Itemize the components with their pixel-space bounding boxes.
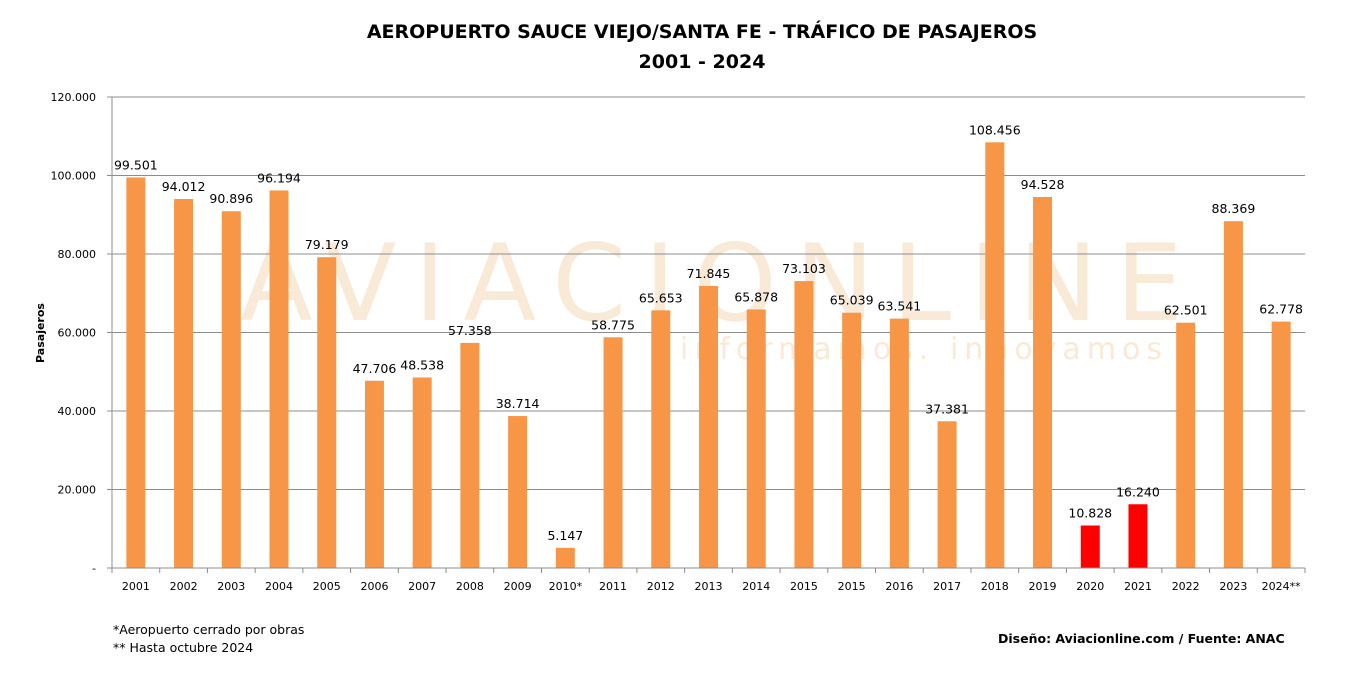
bar <box>460 342 480 568</box>
value-label: 65.878 <box>734 289 778 304</box>
bar <box>1080 525 1100 568</box>
bar <box>221 211 241 568</box>
x-tick-label: 2019 <box>1029 580 1057 593</box>
footnote-closed: *Aeropuerto cerrado por obras <box>113 622 305 637</box>
bar <box>174 199 194 568</box>
value-label: 71.845 <box>687 266 731 281</box>
value-label: 38.714 <box>496 396 540 411</box>
y-tick-label: 100.000 <box>51 170 97 183</box>
x-tick-label: 2024** <box>1262 580 1301 593</box>
y-axis-label: Pasajeros <box>34 303 47 363</box>
x-tick-label: 2015 <box>838 580 866 593</box>
bars <box>126 142 1291 569</box>
value-label: 99.501 <box>114 157 158 172</box>
value-label: 108.456 <box>969 122 1021 137</box>
value-label: 90.896 <box>209 191 253 206</box>
bar <box>603 337 623 568</box>
x-tick-label: 2013 <box>695 580 723 593</box>
value-label: 58.775 <box>591 317 635 332</box>
x-tick-label: 2016 <box>885 580 913 593</box>
bar <box>1033 196 1053 568</box>
value-label: 65.039 <box>830 293 874 308</box>
x-tick-label: 2009 <box>504 580 532 593</box>
bar <box>1176 322 1196 568</box>
x-tick-label: 2021 <box>1124 580 1152 593</box>
value-label: 37.381 <box>925 401 969 416</box>
value-label: 94.528 <box>1021 177 1065 192</box>
x-tick-label: 2011 <box>599 580 627 593</box>
x-tick-label: 2002 <box>170 580 198 593</box>
value-label: 16.240 <box>1116 484 1160 499</box>
value-label: 47.706 <box>353 361 397 376</box>
y-tick-label: 60.000 <box>58 327 97 340</box>
bar <box>889 318 909 568</box>
bar <box>794 281 814 568</box>
value-label: 48.538 <box>400 357 444 372</box>
bar <box>1223 221 1243 568</box>
bar <box>1128 504 1148 568</box>
x-tick-label: 2022 <box>1172 580 1200 593</box>
value-label: 62.501 <box>1164 303 1208 318</box>
x-tick-label: 2020 <box>1076 580 1104 593</box>
x-tick-label: 2023 <box>1219 580 1247 593</box>
chart-title: AEROPUERTO SAUCE VIEJO/SANTA FE - TRÁFIC… <box>366 21 1038 43</box>
value-label: 10.828 <box>1068 506 1112 521</box>
chart-subtitle: 2001 - 2024 <box>638 51 766 73</box>
x-tick-label: 2001 <box>122 580 150 593</box>
x-tick-label: 2012 <box>647 580 675 593</box>
bar <box>508 416 528 568</box>
bar <box>985 142 1005 569</box>
x-tick-label: 2006 <box>360 580 388 593</box>
y-axis: - 20.000 40.000 60.000 80.000 100.000 120.000 <box>51 91 113 575</box>
value-label: 5.147 <box>547 528 583 543</box>
y-tick-label: - <box>92 562 96 575</box>
x-tick-label: 2015 <box>790 580 818 593</box>
bar <box>364 380 384 568</box>
bar <box>842 312 862 568</box>
x-tick-label: 2018 <box>981 580 1009 593</box>
bar <box>651 310 671 568</box>
bar <box>937 421 957 568</box>
x-axis: 2001 2002 2003 2004 2005 2006 2007 2008 2009 2010… <box>111 567 1306 593</box>
x-tick-label: 2014 <box>742 580 770 593</box>
bar <box>126 177 146 569</box>
x-tick-label: 2005 <box>313 580 341 593</box>
value-label: 94.012 <box>162 179 206 194</box>
credit-source: Diseño: Aviacionline.com / Fuente: ANAC <box>998 631 1285 646</box>
bar <box>412 377 432 568</box>
value-label: 57.358 <box>448 323 492 338</box>
y-tick-label: 20.000 <box>58 484 97 497</box>
bar <box>1271 321 1291 568</box>
x-tick-label: 2017 <box>933 580 961 593</box>
x-tick-label: 2004 <box>265 580 293 593</box>
value-label: 79.179 <box>305 237 349 252</box>
x-tick-label: 2007 <box>408 580 436 593</box>
y-tick-label: 80.000 <box>58 248 97 261</box>
bar <box>699 286 718 568</box>
value-label: 63.541 <box>878 299 922 314</box>
footnote-october: ** Hasta octubre 2024 <box>113 640 254 655</box>
y-tick-label: 40.000 <box>58 405 97 418</box>
bar <box>555 547 575 568</box>
x-tick-label: 2008 <box>456 580 484 593</box>
bar <box>317 257 337 568</box>
bar <box>269 190 289 569</box>
bar <box>746 309 766 568</box>
y-tick-label: 120.000 <box>51 91 97 104</box>
value-label: 73.103 <box>782 261 826 276</box>
x-tick-label: 2010* <box>549 580 583 593</box>
value-label: 88.369 <box>1212 201 1256 216</box>
value-label: 62.778 <box>1259 302 1303 317</box>
value-label: 65.653 <box>639 290 683 305</box>
value-label: 96.194 <box>257 170 301 185</box>
x-tick-label: 2003 <box>217 580 245 593</box>
